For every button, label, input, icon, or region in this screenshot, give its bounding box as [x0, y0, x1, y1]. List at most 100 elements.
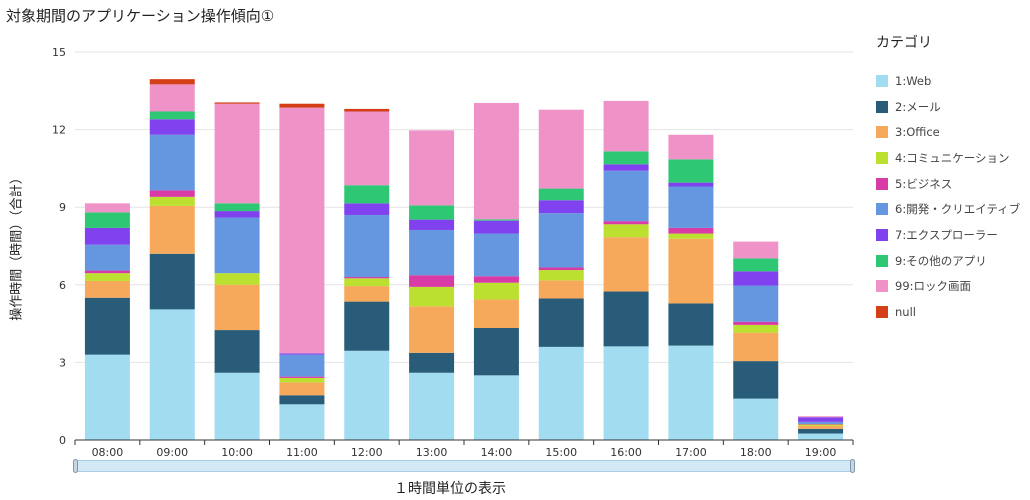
x-tick-label: 08:00 — [92, 446, 124, 459]
range-handle-left[interactable] — [73, 459, 78, 473]
y-tick-label: 0 — [59, 434, 66, 447]
bar-segment — [149, 119, 195, 135]
bar-segment — [149, 84, 195, 112]
bar-segment — [214, 211, 260, 218]
bar-segment — [538, 188, 584, 201]
bar-segment — [798, 416, 844, 418]
bar-segment — [733, 361, 779, 399]
x-tick-label: 19:00 — [805, 446, 837, 459]
bar-segment — [279, 353, 325, 355]
bar-segment — [279, 354, 325, 377]
legend-label: 99:ロック画面 — [895, 279, 972, 294]
bar-segment — [409, 130, 455, 206]
bar-segment — [538, 213, 584, 268]
bar-segment — [798, 433, 844, 440]
bar-segment — [538, 200, 584, 214]
bar-segment — [473, 375, 519, 440]
y-tick-label: 6 — [59, 279, 66, 292]
bar-segment — [409, 229, 455, 276]
y-tick-label: 9 — [59, 201, 66, 214]
bar-segment — [214, 372, 260, 440]
bar-segment — [603, 151, 649, 165]
bar-segment — [149, 134, 195, 191]
legend-label: 4:コミュニケーション — [895, 150, 1010, 165]
bar-segment — [668, 134, 714, 160]
bar-segment — [798, 428, 844, 434]
x-tick-label: 09:00 — [156, 446, 188, 459]
legend-swatch — [876, 228, 888, 241]
bar-segment — [214, 203, 260, 212]
legend-label: null — [895, 305, 916, 320]
bar-segment — [733, 332, 779, 362]
legend-item[interactable]: 7:エクスプローラー — [868, 222, 1020, 248]
x-tick-label: 15:00 — [545, 446, 577, 459]
bar-segment — [473, 102, 519, 220]
bar-segment — [668, 182, 714, 187]
bar-segment — [473, 327, 519, 376]
bar-segment — [668, 238, 714, 304]
legend-item[interactable]: 1:Web — [868, 68, 1020, 94]
bar-segment — [344, 214, 390, 278]
bar-segment — [409, 275, 455, 287]
bar-segment — [279, 395, 325, 405]
bar-segment — [214, 217, 260, 274]
range-scrollbar[interactable] — [73, 459, 855, 473]
x-tick-label: 17:00 — [675, 446, 707, 459]
legend-label: 3:Office — [895, 125, 940, 140]
bar-segment — [214, 273, 260, 285]
legend-item[interactable]: 4:コミュニケーション — [868, 145, 1020, 171]
bar-segment — [149, 196, 195, 206]
legend-swatch — [876, 100, 888, 113]
legend-items: 1:Web 2:メール 3:Office 4:コミュニケーション 5:ビジネス 6:開発・… — [868, 68, 1020, 325]
bar-segment — [149, 253, 195, 310]
y-tick-label: 3 — [59, 356, 66, 369]
legend-swatch — [876, 126, 888, 139]
bar-segment — [409, 352, 455, 373]
bar-segment — [798, 424, 844, 426]
bar-segment — [603, 224, 649, 238]
x-tick-label: 18:00 — [740, 446, 772, 459]
legend-swatch — [876, 203, 888, 216]
bar-segment — [798, 421, 844, 424]
bar-segment — [538, 267, 584, 271]
x-tick-label: 13:00 — [416, 446, 448, 459]
bar-segment — [538, 270, 584, 281]
legend-title: カテゴリ — [876, 35, 932, 51]
bar-segment — [733, 321, 779, 325]
legend-item[interactable]: 99:ロック画面 — [868, 274, 1020, 300]
legend-swatch — [876, 177, 888, 190]
legend-item[interactable]: 6:開発・クリエイティブ — [868, 196, 1020, 222]
bar-segment — [409, 286, 455, 307]
x-tick-label: 10:00 — [221, 446, 253, 459]
bar-segment — [798, 425, 844, 429]
bar-segment — [214, 284, 260, 331]
bar-segment — [603, 291, 649, 347]
legend-swatch — [876, 280, 888, 293]
bar-segment — [733, 398, 779, 440]
range-handle-right[interactable] — [850, 459, 855, 473]
legend-item[interactable]: 5:ビジネス — [868, 171, 1020, 197]
bar-segment — [473, 219, 519, 221]
bar-segment — [733, 241, 779, 259]
y-tick-label: 15 — [52, 46, 66, 59]
bar-segment — [344, 350, 390, 440]
legend-item[interactable]: 3:Office — [868, 119, 1020, 145]
bar-segment — [538, 298, 584, 347]
legend-label: 7:エクスプローラー — [895, 227, 998, 242]
axes: 0 3 6 9 12 15 08:00 09:00 10:00 11:00 12:00 13:00 14… — [52, 46, 854, 459]
bar-segment — [279, 404, 325, 440]
bar-segment — [668, 345, 714, 440]
bar-segment — [344, 111, 390, 186]
bar-segment — [798, 423, 844, 425]
bar-segment — [84, 280, 130, 298]
x-tick-label: 11:00 — [286, 446, 318, 459]
legend-item[interactable]: null — [868, 299, 1020, 325]
bar-segment — [84, 354, 130, 440]
bar-segment — [279, 376, 325, 378]
legend-item[interactable]: 9:その他のアプリ — [868, 248, 1020, 274]
bar-segment — [538, 109, 584, 189]
legend-item[interactable]: 2:メール — [868, 94, 1020, 120]
legend-label: 6:開発・クリエイティブ — [895, 202, 1021, 217]
bar-segment — [214, 103, 260, 204]
legend-swatch — [876, 74, 888, 87]
